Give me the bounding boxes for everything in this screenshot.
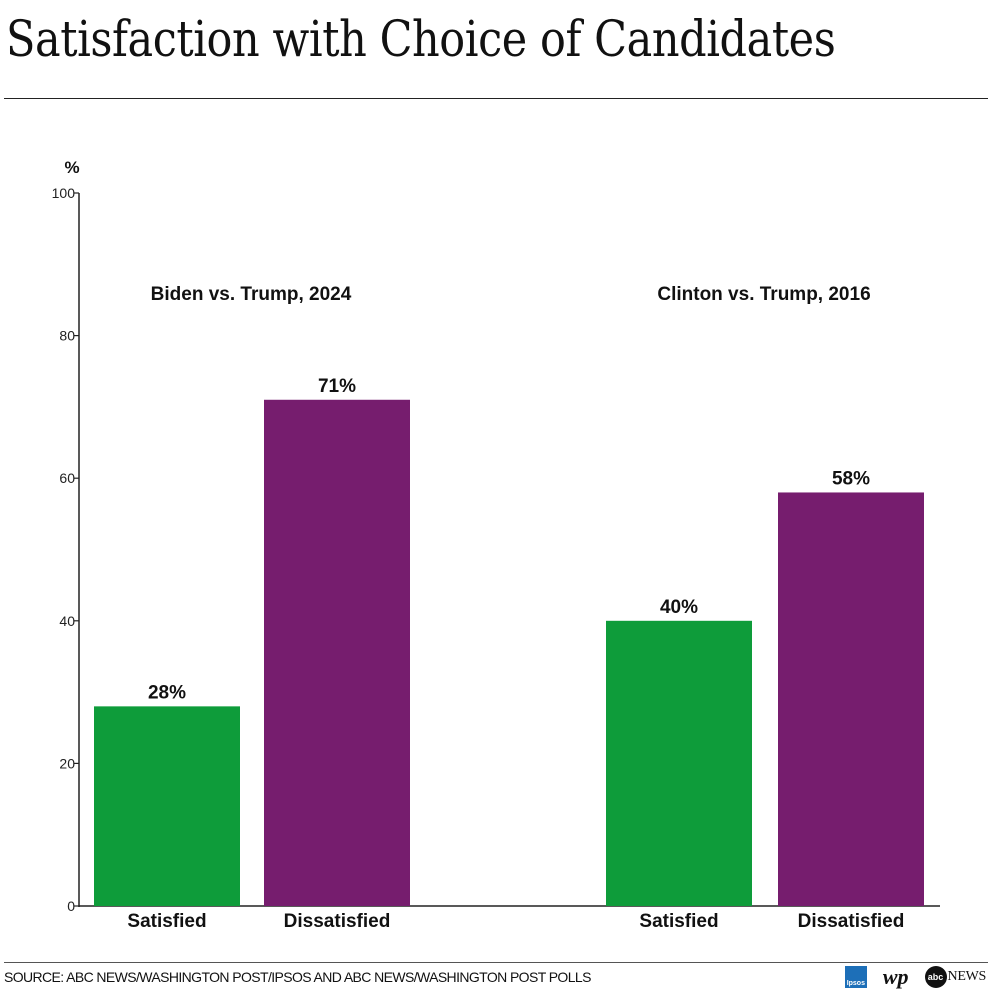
abc-news-wordmark: NEWS xyxy=(947,969,987,984)
chart-title: Satisfaction with Choice of Candidates xyxy=(6,10,836,68)
y-tick-label: 80 xyxy=(59,328,75,344)
washington-post-logo: wp xyxy=(882,964,909,989)
y-tick-label: 60 xyxy=(59,470,75,486)
x-category-label: Dissatisfied xyxy=(284,911,391,932)
bar-value-label: 40% xyxy=(660,597,698,618)
x-category-label: Dissatisfied xyxy=(798,911,905,932)
ipsos-logo: Ipsos xyxy=(844,966,867,988)
y-tick-label: 40 xyxy=(59,613,75,629)
abc-circle-logo: abc xyxy=(924,966,947,988)
bar-value-label: 71% xyxy=(318,376,356,397)
y-tick-label: 20 xyxy=(59,755,75,771)
y-tick-label: 100 xyxy=(52,185,76,201)
title-divider xyxy=(4,98,988,99)
x-category-label: Satisfied xyxy=(639,911,718,932)
bar-value-label: 28% xyxy=(148,682,186,703)
x-category-label: Satisfied xyxy=(127,911,206,932)
bar-dissatisfied xyxy=(778,492,924,906)
bar-chart: % 0 20 40 60 80 100 Biden vs. Trump, 2024 28% Sat… xyxy=(52,158,940,932)
abc-news-logo: abc NEWS xyxy=(924,966,987,988)
group-label: Biden vs. Trump, 2024 xyxy=(151,284,352,305)
bar-value-label: 58% xyxy=(832,468,870,489)
bar-dissatisfied xyxy=(264,399,410,906)
group-label: Clinton vs. Trump, 2016 xyxy=(657,284,870,305)
ipsos-logo-text: Ipsos xyxy=(846,980,865,987)
bar-satisfied xyxy=(606,620,752,906)
source-note: SOURCE: ABC NEWS/WASHINGTON POST/IPSOS A… xyxy=(4,969,591,985)
footer-divider xyxy=(4,962,988,963)
bar-satisfied xyxy=(94,706,240,906)
y-tick-label: 0 xyxy=(67,898,75,914)
publisher-logos: Ipsos wp abc NEWS xyxy=(844,964,987,989)
y-axis-unit-label: % xyxy=(64,158,79,177)
